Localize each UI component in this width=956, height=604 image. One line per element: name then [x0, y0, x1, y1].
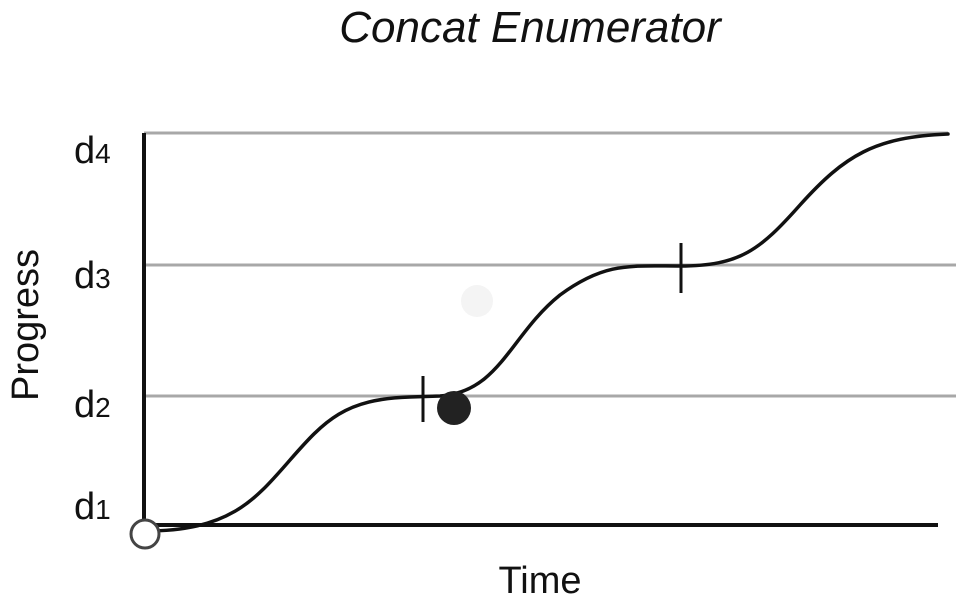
y-tick-d1: d1: [74, 486, 111, 528]
y-tick-d2: d2: [74, 384, 111, 426]
progress-curve: [143, 132, 950, 533]
y-tick-d3: d3: [74, 255, 111, 297]
y-tick-d4: d4: [74, 130, 111, 172]
start-marker: [129, 518, 161, 550]
faint-highlight-dot: [461, 285, 493, 317]
current-position-marker: [437, 391, 471, 425]
y-axis-label: Progress: [5, 249, 47, 401]
x-axis-label: Time: [498, 560, 581, 602]
diagram-title: Concat Enumerator: [339, 3, 723, 52]
